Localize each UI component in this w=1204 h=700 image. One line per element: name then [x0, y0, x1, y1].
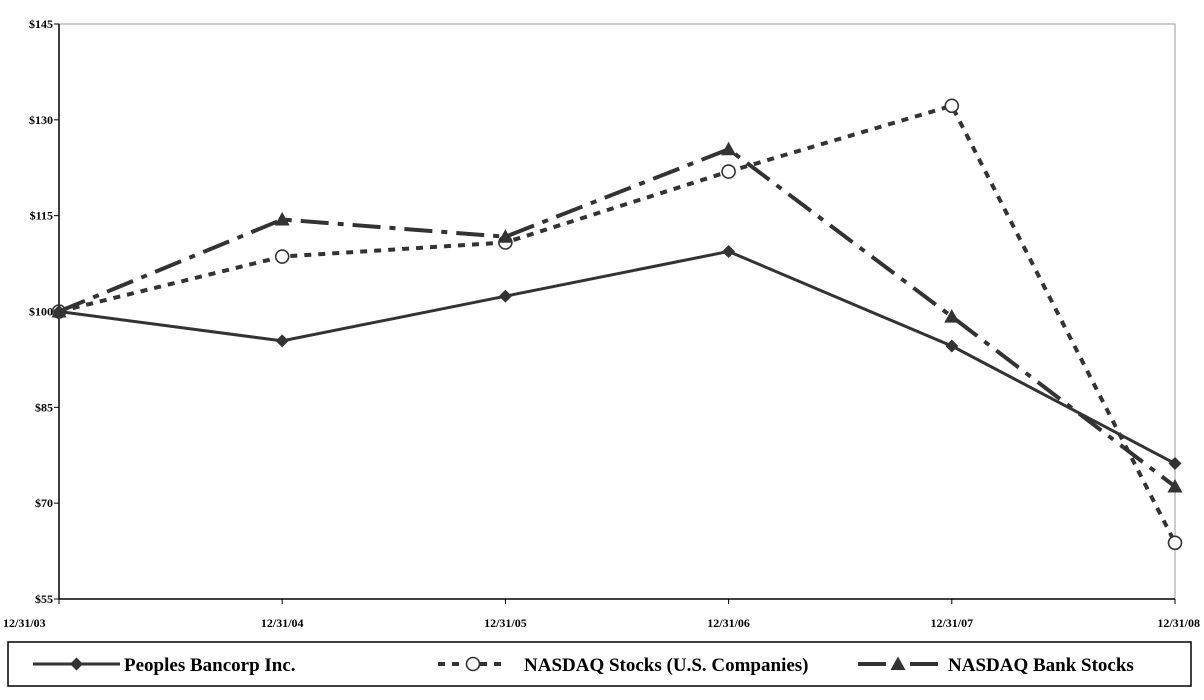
- y-axis: $55 $70 $85 $100 $115 $130 $145: [29, 17, 59, 606]
- series-line: [58, 147, 1177, 489]
- circle-marker: [1167, 535, 1183, 551]
- x-tick-label: 12/31/06: [707, 616, 750, 630]
- y-tick-label: $55: [35, 592, 53, 606]
- x-tick-label: 12/31/04: [261, 616, 304, 630]
- diamond-marker: [275, 334, 289, 348]
- y-tick-label: $100: [29, 305, 53, 319]
- series-layer: [51, 98, 1183, 551]
- x-axis: 12/31/03 12/31/04 12/31/05 12/31/06 12/31/07…: [3, 599, 1200, 630]
- legend-box: [7, 641, 1192, 687]
- circle-marker: [274, 249, 290, 264]
- triangle-marker: [890, 656, 906, 670]
- diamond-marker: [722, 244, 736, 258]
- x-tick-label: 12/31/05: [484, 616, 527, 630]
- series-line: [58, 249, 1176, 465]
- diamond-marker: [1168, 457, 1182, 471]
- plot-border: [58, 23, 1176, 600]
- y-tick-label: $130: [29, 113, 53, 127]
- x-tick-label: 12/31/07: [930, 616, 973, 630]
- y-tick-label: $145: [29, 17, 53, 31]
- diamond-marker: [52, 305, 66, 318]
- x-tick-label: 12/31/03: [3, 616, 46, 630]
- diamond-marker: [498, 289, 512, 303]
- y-tick-label: $115: [30, 209, 53, 223]
- triangle-marker: [944, 309, 960, 323]
- circle-marker: [465, 656, 481, 672]
- series-diamond: [52, 244, 1182, 471]
- legend-item: NASDAQ Bank Stocks: [858, 655, 1134, 676]
- x-tick-label: 12/31/08: [1157, 616, 1200, 630]
- plot-area: [58, 23, 1176, 600]
- diamond-marker: [945, 339, 959, 353]
- triangle-marker: [1167, 479, 1183, 493]
- legend-label: Peoples Bancorp Inc.: [124, 655, 296, 676]
- y-tick-label: $85: [35, 400, 53, 414]
- legend-label: NASDAQ Stocks (U.S. Companies): [524, 655, 809, 676]
- y-tick-label: $70: [35, 496, 53, 510]
- legend-item: Peoples Bancorp Inc.: [33, 655, 296, 676]
- circle-marker: [721, 164, 736, 179]
- triangle-marker: [274, 212, 290, 226]
- diamond-marker: [70, 657, 83, 671]
- legend-label: NASDAQ Bank Stocks: [948, 655, 1134, 676]
- circle-marker: [944, 98, 960, 114]
- triangle-marker: [721, 141, 737, 156]
- legend-item: NASDAQ Stocks (U.S. Companies): [438, 655, 809, 676]
- legend: Peoples Bancorp Inc. NASDAQ Stocks (U.S. …: [7, 641, 1192, 687]
- triangle-marker: [497, 229, 513, 243]
